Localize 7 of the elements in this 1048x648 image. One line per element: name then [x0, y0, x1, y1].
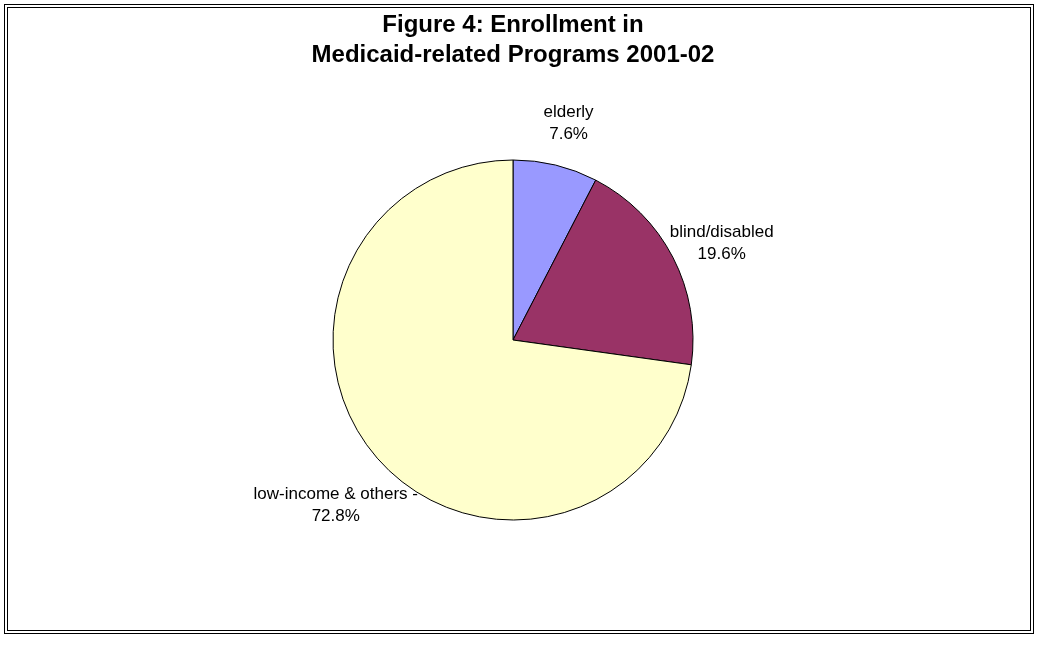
slice-label: low-income & others - [253, 484, 418, 504]
data-label: 7.6% [549, 123, 588, 143]
data-label: 72.8% [311, 506, 360, 526]
slice-label: blind/disabled [669, 222, 774, 241]
data-label: 19.6% [697, 244, 746, 263]
slice-label: elderly [543, 101, 595, 121]
chart-title: Figure 4: Enrollment in Medicaid-related Programs 2001-02 [311, 10, 715, 67]
